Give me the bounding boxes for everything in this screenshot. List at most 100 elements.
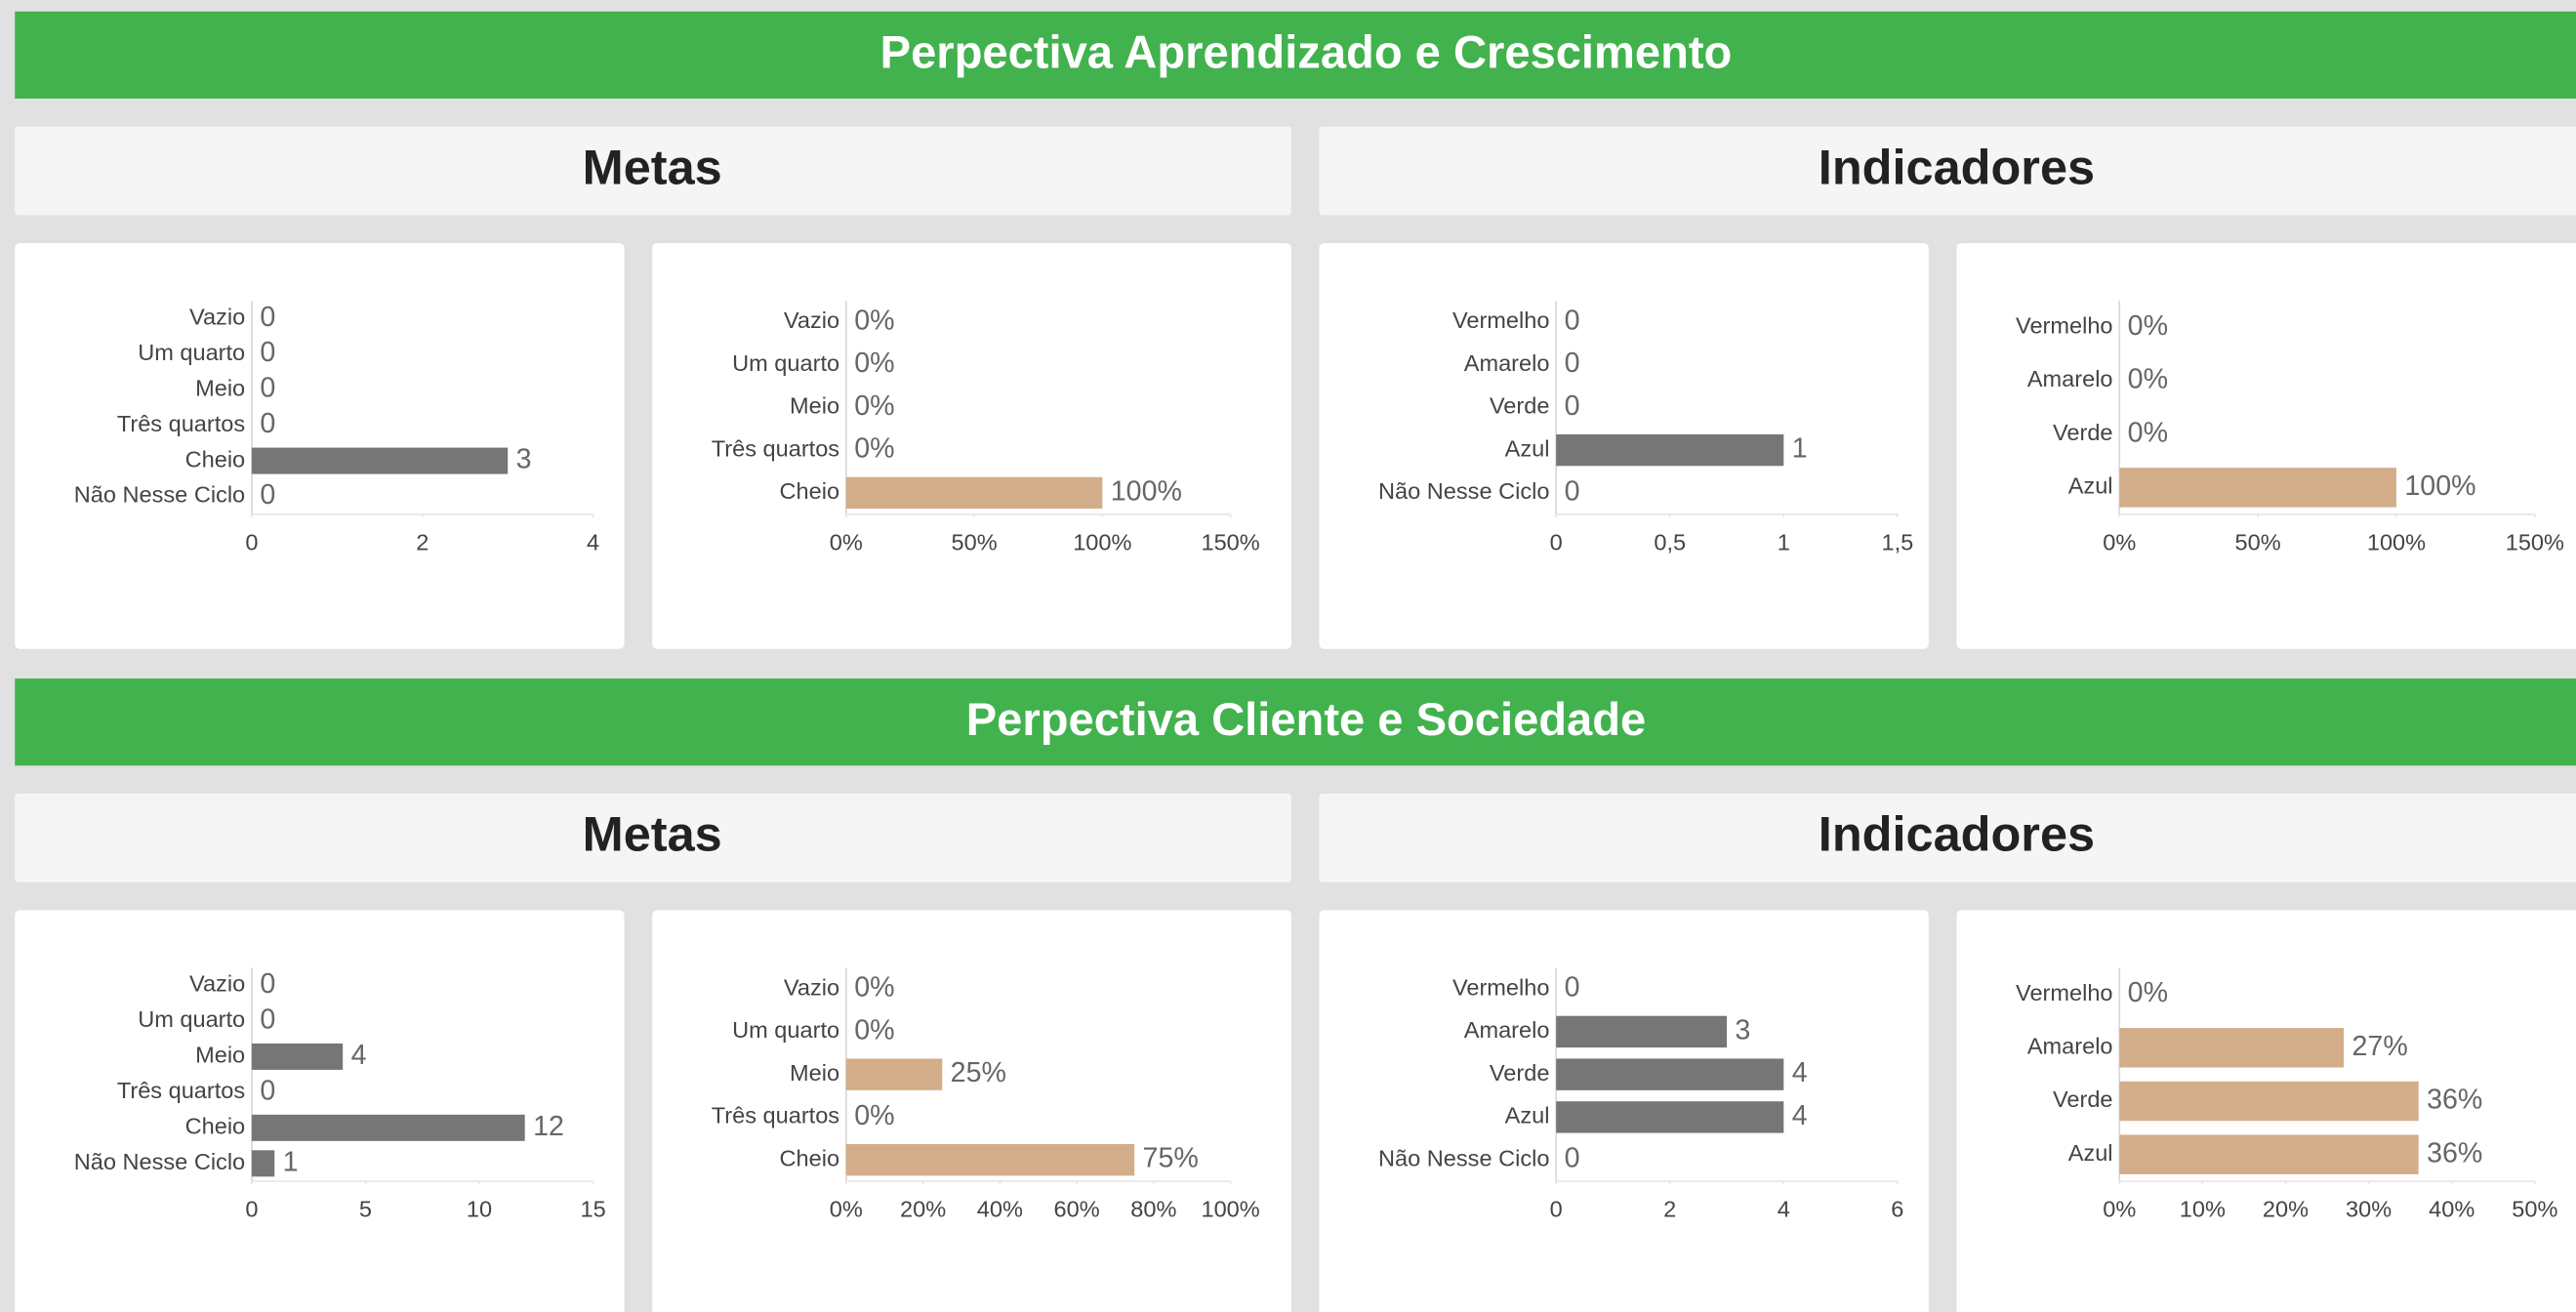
category-label: Cheio <box>185 446 246 472</box>
value-label: 0 <box>1565 348 1580 379</box>
category-label: Azul <box>2068 1140 2113 1166</box>
category-label: Vermelho <box>2016 980 2112 1005</box>
x-tick-label: 50% <box>2512 1197 2557 1222</box>
group-title: Metas <box>583 139 722 194</box>
value-label: 36% <box>2427 1085 2482 1116</box>
chart: Vermelho Amarelo Verde Azul 0% 50% 100% 150% 0% 0… <box>2016 300 2564 554</box>
chart-card <box>652 243 1291 649</box>
category-label: Um quarto <box>138 340 245 365</box>
x-tick-label: 40% <box>977 1197 1023 1222</box>
value-label: 27% <box>2351 1031 2407 1062</box>
x-tick-label: 0 <box>1550 529 1563 554</box>
x-tick-label: 1 <box>1778 529 1790 554</box>
category-label: Cheio <box>185 1114 246 1139</box>
chart: Vermelho Amarelo Verde Azul 0% 10% 20% 30% 40% 50… <box>2016 967 2557 1222</box>
bar <box>251 1043 344 1070</box>
x-tick-label: 0% <box>2103 1197 2136 1222</box>
x-tick-label: 0,5 <box>1654 529 1686 554</box>
value-label: 1 <box>283 1146 299 1177</box>
bar <box>1556 1015 1728 1048</box>
group-header <box>15 793 1291 882</box>
x-tick-label: 100% <box>2367 529 2426 554</box>
value-label: 0% <box>2128 364 2168 395</box>
category-label: Verde <box>1490 1060 1550 1086</box>
x-tick-label: 150% <box>1201 529 1259 554</box>
category-label: Cheio <box>780 1145 840 1170</box>
x-tick-label: 100% <box>1201 1197 1259 1222</box>
x-tick-label: 10% <box>2180 1197 2226 1222</box>
bar <box>251 1150 275 1177</box>
bar <box>251 447 509 474</box>
x-tick-label: 20% <box>900 1197 946 1222</box>
category-label: Vazio <box>189 971 245 997</box>
value-label: 0% <box>854 348 894 379</box>
x-tick-label: 2 <box>1663 1197 1676 1222</box>
category-label: Não Nesse Ciclo <box>1378 478 1549 504</box>
category-label: Não Nesse Ciclo <box>74 1149 245 1174</box>
bar <box>2119 1028 2345 1068</box>
category-label: Três quartos <box>712 435 839 461</box>
value-label: 0% <box>2128 417 2168 448</box>
category-label: Azul <box>1505 1103 1550 1128</box>
category-label: Vermelho <box>2016 313 2112 339</box>
category-label: Três quartos <box>117 411 245 436</box>
category-label: Um quarto <box>732 350 839 376</box>
bar <box>845 1143 1135 1176</box>
category-label: Um quarto <box>732 1017 839 1043</box>
category-label: Amarelo <box>2027 366 2113 391</box>
value-label: 75% <box>1143 1143 1199 1174</box>
bar <box>1556 433 1784 467</box>
chart: Vazio Um quarto Meio Três quartos Cheio Não N… <box>74 300 599 554</box>
section-banner <box>15 11 2576 99</box>
group-title: Indicadores <box>1819 806 2095 862</box>
value-label: 3 <box>1735 1014 1750 1046</box>
value-label: 0 <box>260 1004 275 1036</box>
value-label: 1 <box>1792 433 1808 465</box>
category-label: Não Nesse Ciclo <box>74 482 245 508</box>
chart-card <box>1956 243 2576 649</box>
category-label: Três quartos <box>712 1103 839 1128</box>
group-title: Indicadores <box>1819 139 2095 194</box>
category-label: Amarelo <box>2027 1034 2113 1059</box>
x-tick-label: 0 <box>245 1197 258 1222</box>
value-label: 0% <box>854 972 894 1004</box>
x-tick-label: 0 <box>1550 1197 1563 1222</box>
group-header <box>15 126 1291 216</box>
value-label: 0% <box>854 305 894 336</box>
category-label: Verde <box>1490 393 1550 419</box>
x-tick-label: 50% <box>2235 529 2281 554</box>
group-title: Metas <box>583 806 722 862</box>
value-label: 0% <box>854 390 894 422</box>
x-tick-label: 60% <box>1054 1197 1100 1222</box>
value-label: 4 <box>1792 1057 1808 1088</box>
section-title: Perpectiva Aprendizado e Crescimento <box>880 26 1733 78</box>
x-tick-label: 100% <box>1073 529 1131 554</box>
bar <box>2119 468 2396 508</box>
chart-card <box>652 910 1291 1312</box>
category-label: Verde <box>2053 420 2113 445</box>
category-label: Vazio <box>784 308 839 333</box>
value-label: 36% <box>2427 1137 2482 1168</box>
x-tick-label: 10 <box>467 1197 492 1222</box>
chart: Vermelho Amarelo Verde Azul Não Nesse Ciclo 0… <box>1378 967 1903 1222</box>
value-label: 0% <box>854 1100 894 1131</box>
value-label: 4 <box>351 1040 367 1071</box>
chart-card <box>15 910 625 1312</box>
category-label: Meio <box>195 1043 245 1068</box>
value-label: 25% <box>951 1057 1006 1088</box>
value-label: 0 <box>1565 972 1580 1004</box>
value-label: 0 <box>1565 475 1580 507</box>
section-title: Perpectiva Cliente e Sociedade <box>966 693 1646 745</box>
bar <box>845 476 1103 510</box>
value-label: 0% <box>854 1014 894 1046</box>
category-label: Azul <box>2068 473 2113 499</box>
group-header <box>1319 793 2576 882</box>
x-tick-label: 4 <box>587 529 599 554</box>
value-label: 12 <box>533 1111 564 1142</box>
value-label: 0 <box>260 1075 275 1106</box>
x-tick-label: 80% <box>1130 1197 1176 1222</box>
category-label: Vazio <box>784 974 839 1000</box>
value-label: 0 <box>1565 1143 1580 1174</box>
value-label: 0 <box>260 968 275 1000</box>
